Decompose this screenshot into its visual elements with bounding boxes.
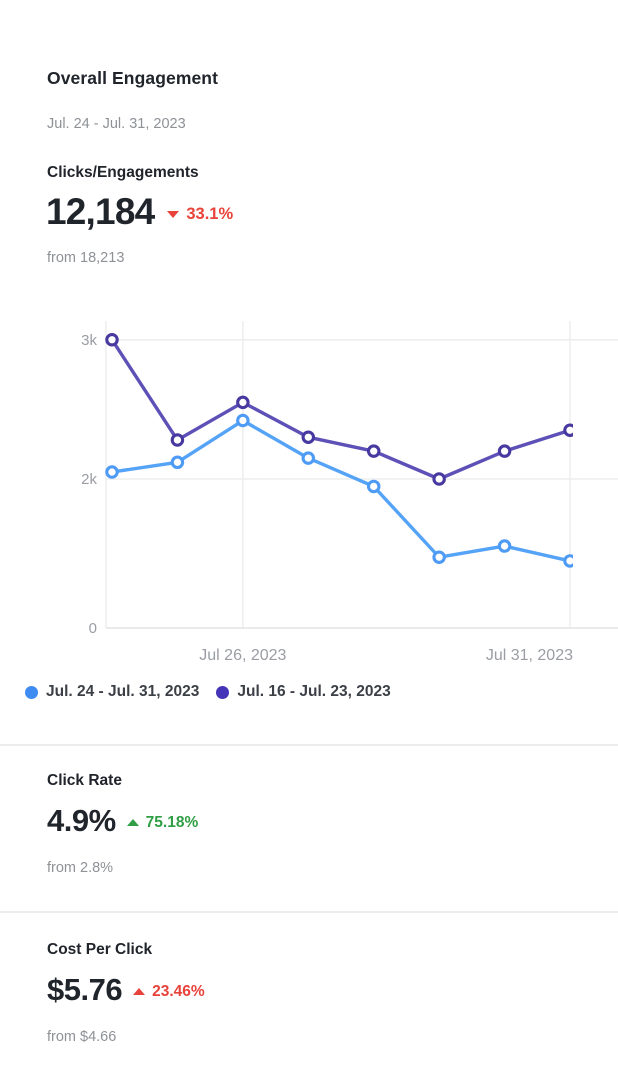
legend-label-current-period: Jul. 24 - Jul. 31, 2023: [46, 683, 200, 700]
primary-metric-delta: 33.1%: [167, 205, 233, 224]
section-divider: [0, 911, 618, 913]
click-rate-delta-value: 75.18%: [145, 813, 199, 831]
svg-text:Jul 26, 2023: Jul 26, 2023: [199, 647, 286, 664]
legend-dot-purple-icon: [216, 685, 230, 699]
click-rate-previous: from 2.8%: [47, 860, 114, 877]
primary-metric-row: 12,184 33.1%: [46, 191, 233, 234]
engagement-line-chart[interactable]: 3k 2k 0 Jul 26, 2023 Jul 31, 2023: [0, 315, 618, 675]
click-rate-delta: 75.18%: [126, 813, 199, 832]
section-divider: [0, 744, 618, 746]
cost-per-click-delta: 23.46%: [133, 983, 205, 1001]
click-rate-section: Click Rate 4.9% 75.18% from 2.8%: [47, 772, 198, 876]
cost-per-click-label: Cost Per Click: [47, 941, 153, 958]
cost-per-click-row: $5.76 23.46%: [47, 972, 205, 1007]
triangle-down-icon: [167, 211, 180, 219]
svg-text:3k: 3k: [81, 332, 97, 349]
svg-text:Jul 31, 2023: Jul 31, 2023: [486, 647, 573, 664]
primary-metric-label: Clicks/Engagements: [47, 164, 199, 181]
click-rate-label: Click Rate: [47, 772, 122, 789]
cost-per-click-delta-value: 23.46%: [152, 982, 205, 1000]
primary-metric-delta-value: 33.1%: [186, 205, 234, 224]
chart-legend: Jul. 24 - Jul. 31, 2023 Jul. 16 - Jul. 2…: [25, 683, 391, 701]
legend-dot-blue-icon: [25, 685, 38, 699]
chart-series-lines[interactable]: [105, 332, 575, 568]
cost-per-click-previous: from $4.66: [47, 1029, 117, 1046]
primary-metric-value: 12,184: [46, 191, 155, 232]
svg-text:2k: 2k: [81, 471, 97, 488]
primary-metric-previous: from 18,213: [47, 250, 125, 266]
click-rate-row: 4.9% 75.18%: [47, 803, 199, 838]
chart-gridlines: [105, 321, 618, 629]
chart-axis-labels: 3k 2k 0 Jul 26, 2023 Jul 31, 2023: [81, 332, 573, 664]
cost-per-click-value: $5.76: [47, 972, 123, 1007]
cost-per-click-section: Cost Per Click $5.76 23.46% from $4.66: [47, 941, 205, 1045]
triangle-up-icon: [133, 988, 146, 996]
triangle-up-icon: [126, 819, 139, 827]
legend-item-previous-period[interactable]: Jul. 16 - Jul. 23, 2023: [216, 683, 391, 701]
legend-label-previous-period: Jul. 16 - Jul. 23, 2023: [237, 683, 391, 700]
legend-item-current-period[interactable]: Jul. 24 - Jul. 31, 2023: [25, 683, 199, 701]
card-title: Overall Engagement: [47, 68, 219, 88]
svg-text:0: 0: [89, 620, 97, 637]
card-date-range: Jul. 24 - Jul. 31, 2023: [47, 116, 186, 132]
click-rate-value: 4.9%: [47, 803, 116, 838]
